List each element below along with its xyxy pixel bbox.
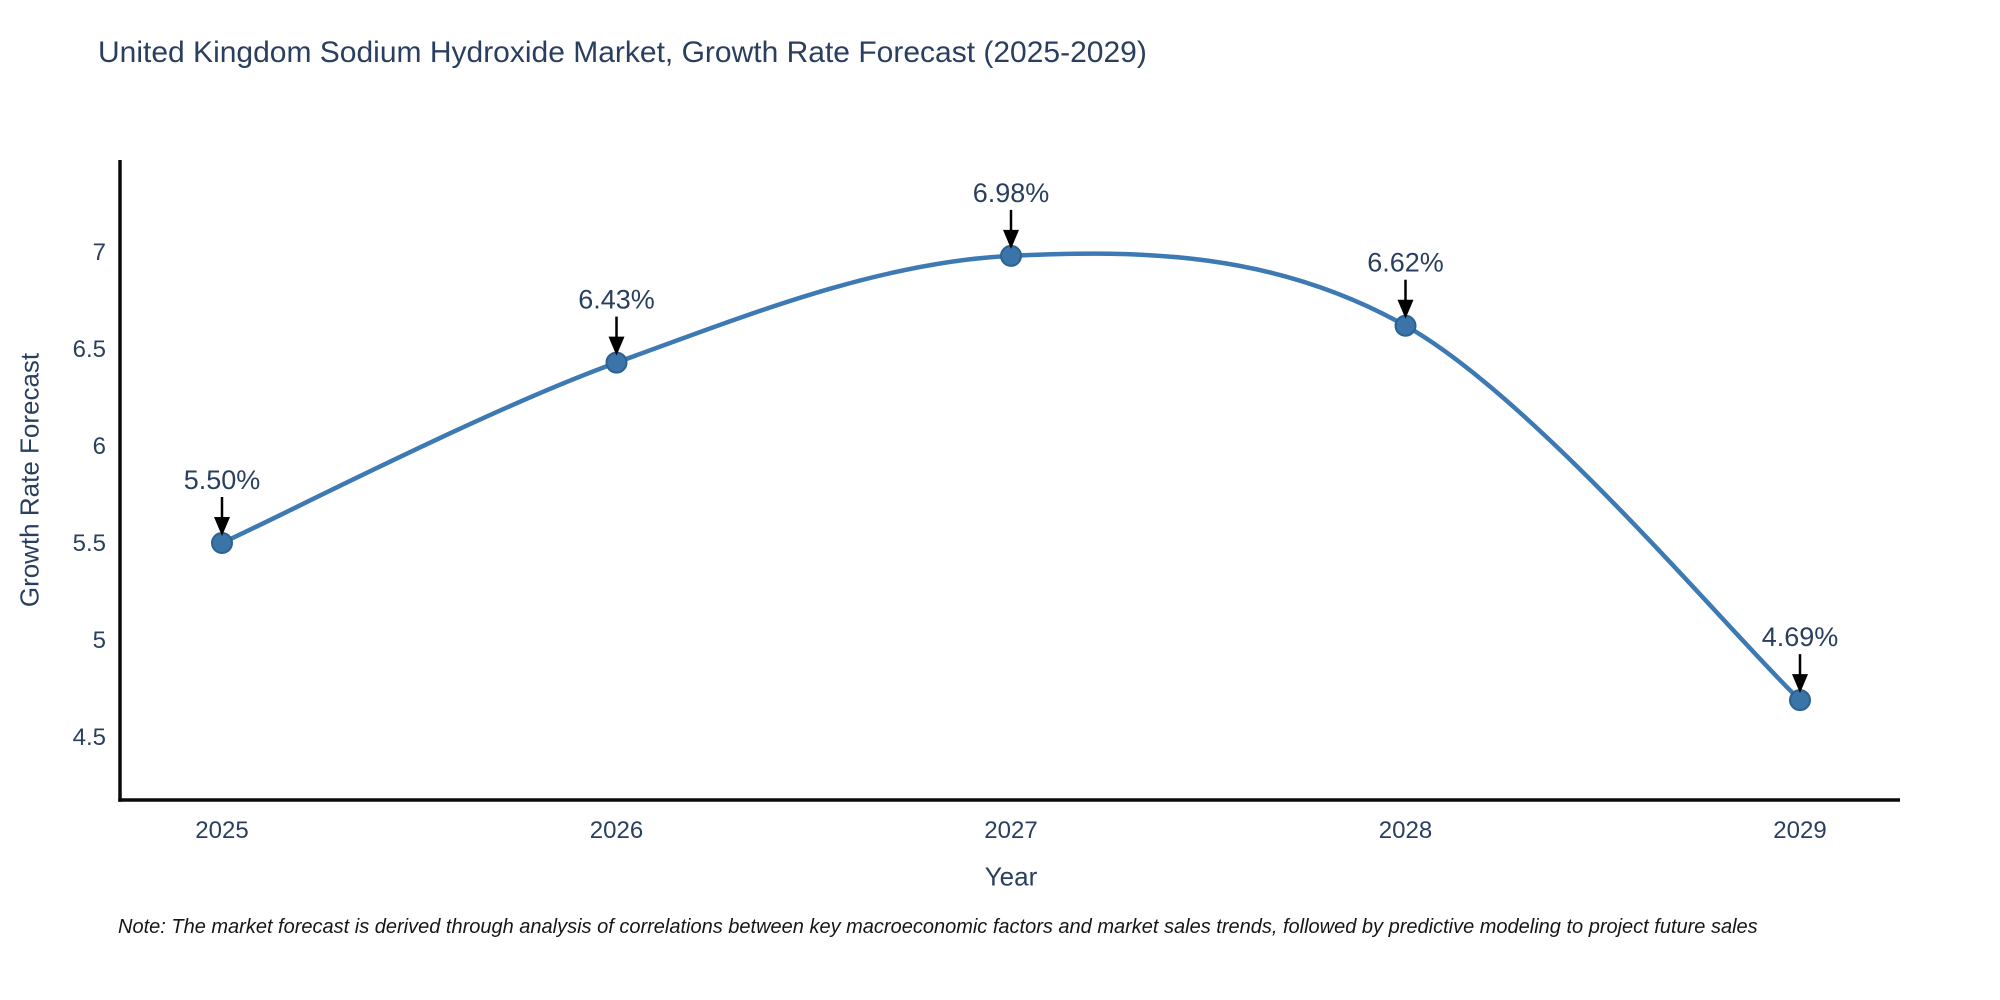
y-tick-label: 5 bbox=[93, 627, 106, 654]
data-label: 6.98% bbox=[973, 178, 1050, 208]
chart-title: United Kingdom Sodium Hydroxide Market, … bbox=[98, 36, 1147, 69]
y-tick-label: 4.5 bbox=[73, 724, 106, 751]
x-tick-label: 2028 bbox=[1379, 817, 1432, 844]
annotation-arrow-head bbox=[608, 336, 625, 356]
x-tick-label: 2025 bbox=[195, 817, 248, 844]
trend-line bbox=[219, 251, 1803, 703]
annotation-arrow-head bbox=[214, 517, 230, 536]
annotation-arrow-head bbox=[1003, 229, 1019, 249]
data-label: 6.43% bbox=[578, 285, 655, 315]
annotation-arrow-head bbox=[1792, 674, 1808, 694]
chart-footnote: Note: The market forecast is derived thr… bbox=[118, 916, 1758, 938]
y-tick-label: 7 bbox=[93, 239, 106, 266]
x-axis-title: Year bbox=[984, 861, 1038, 892]
x-tick-label: 2029 bbox=[1773, 817, 1826, 844]
data-label: 6.62% bbox=[1367, 248, 1444, 278]
x-tick-label: 2027 bbox=[984, 817, 1037, 844]
data-label: 4.69% bbox=[1762, 622, 1839, 652]
y-tick-label: 6 bbox=[93, 433, 106, 460]
y-tick-label: 5.5 bbox=[73, 530, 106, 557]
y-tick-label: 6.5 bbox=[73, 336, 106, 363]
x-tick-label: 2026 bbox=[590, 817, 643, 844]
data-label: 5.50% bbox=[184, 465, 261, 495]
annotation-arrow-head bbox=[1397, 299, 1414, 319]
